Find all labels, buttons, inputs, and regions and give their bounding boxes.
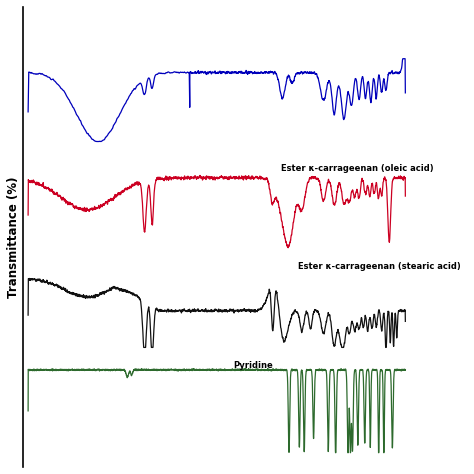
Text: Ester κ-carrageenan (oleic acid): Ester κ-carrageenan (oleic acid) bbox=[282, 164, 434, 173]
Y-axis label: Transmittance (%): Transmittance (%) bbox=[7, 176, 20, 298]
Text: Ester κ-carrageenan (stearic acid): Ester κ-carrageenan (stearic acid) bbox=[298, 262, 460, 271]
Text: Pyridine: Pyridine bbox=[233, 361, 273, 370]
